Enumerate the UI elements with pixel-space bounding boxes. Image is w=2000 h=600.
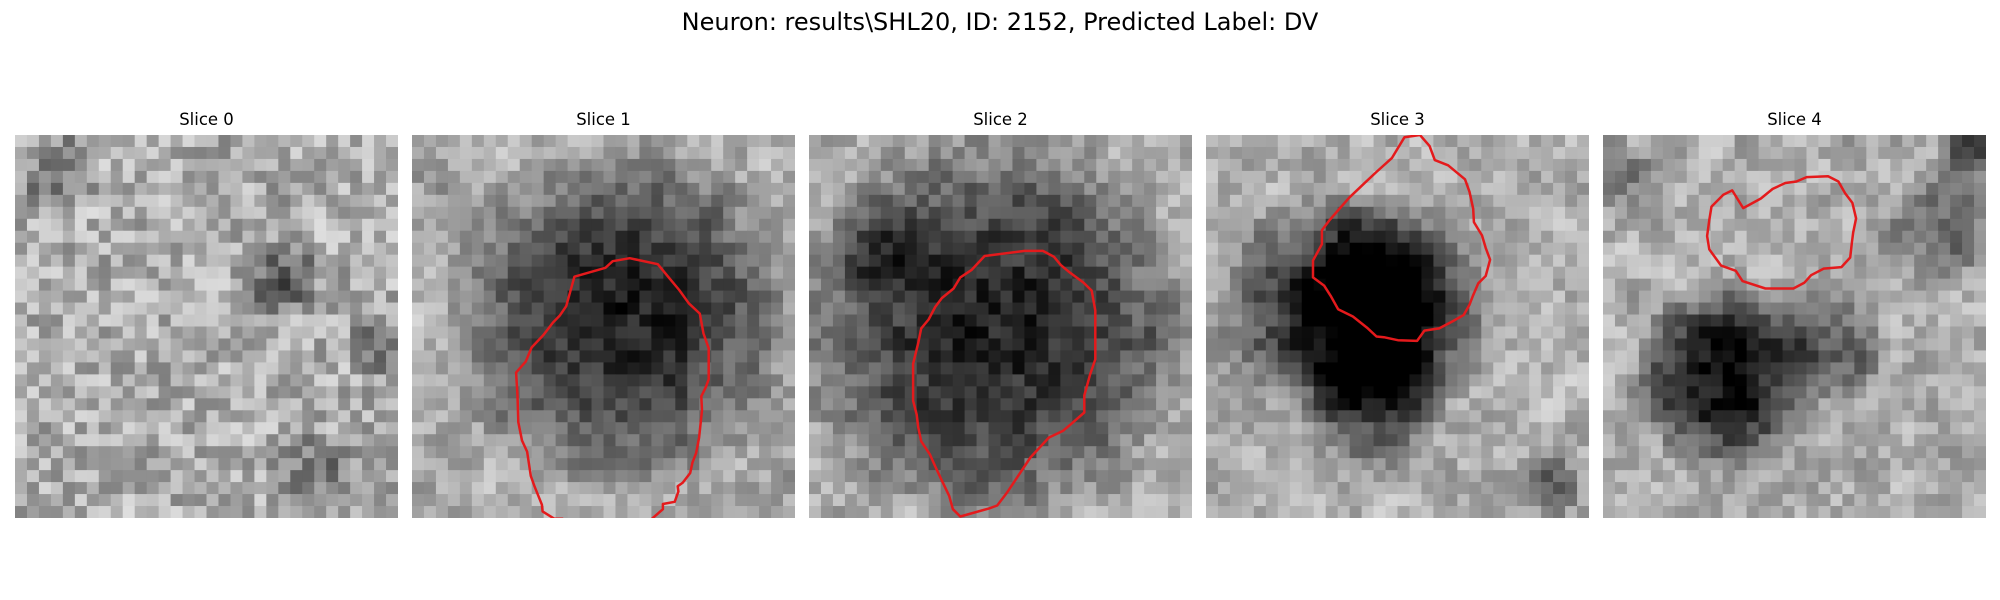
slice-title-3: Slice 3 xyxy=(1206,110,1589,129)
slice-image-3 xyxy=(1206,135,1589,518)
slice-image-4 xyxy=(1603,135,1986,518)
figure-title: Neuron: results\SHL20, ID: 2152, Predict… xyxy=(0,8,2000,36)
slice-title-4: Slice 4 xyxy=(1603,110,1986,129)
slice-title-1: Slice 1 xyxy=(412,110,795,129)
slice-image-0 xyxy=(15,135,398,518)
slice-image-2 xyxy=(809,135,1192,518)
slice-title-0: Slice 0 xyxy=(15,110,398,129)
slice-panel-0: Slice 0 xyxy=(15,110,398,518)
slice-image-1 xyxy=(412,135,795,518)
slice-panel-2: Slice 2 xyxy=(809,110,1192,518)
slice-panel-1: Slice 1 xyxy=(412,110,795,518)
slice-panel-4: Slice 4 xyxy=(1603,110,1986,518)
slice-panel-3: Slice 3 xyxy=(1206,110,1589,518)
slice-title-2: Slice 2 xyxy=(809,110,1192,129)
